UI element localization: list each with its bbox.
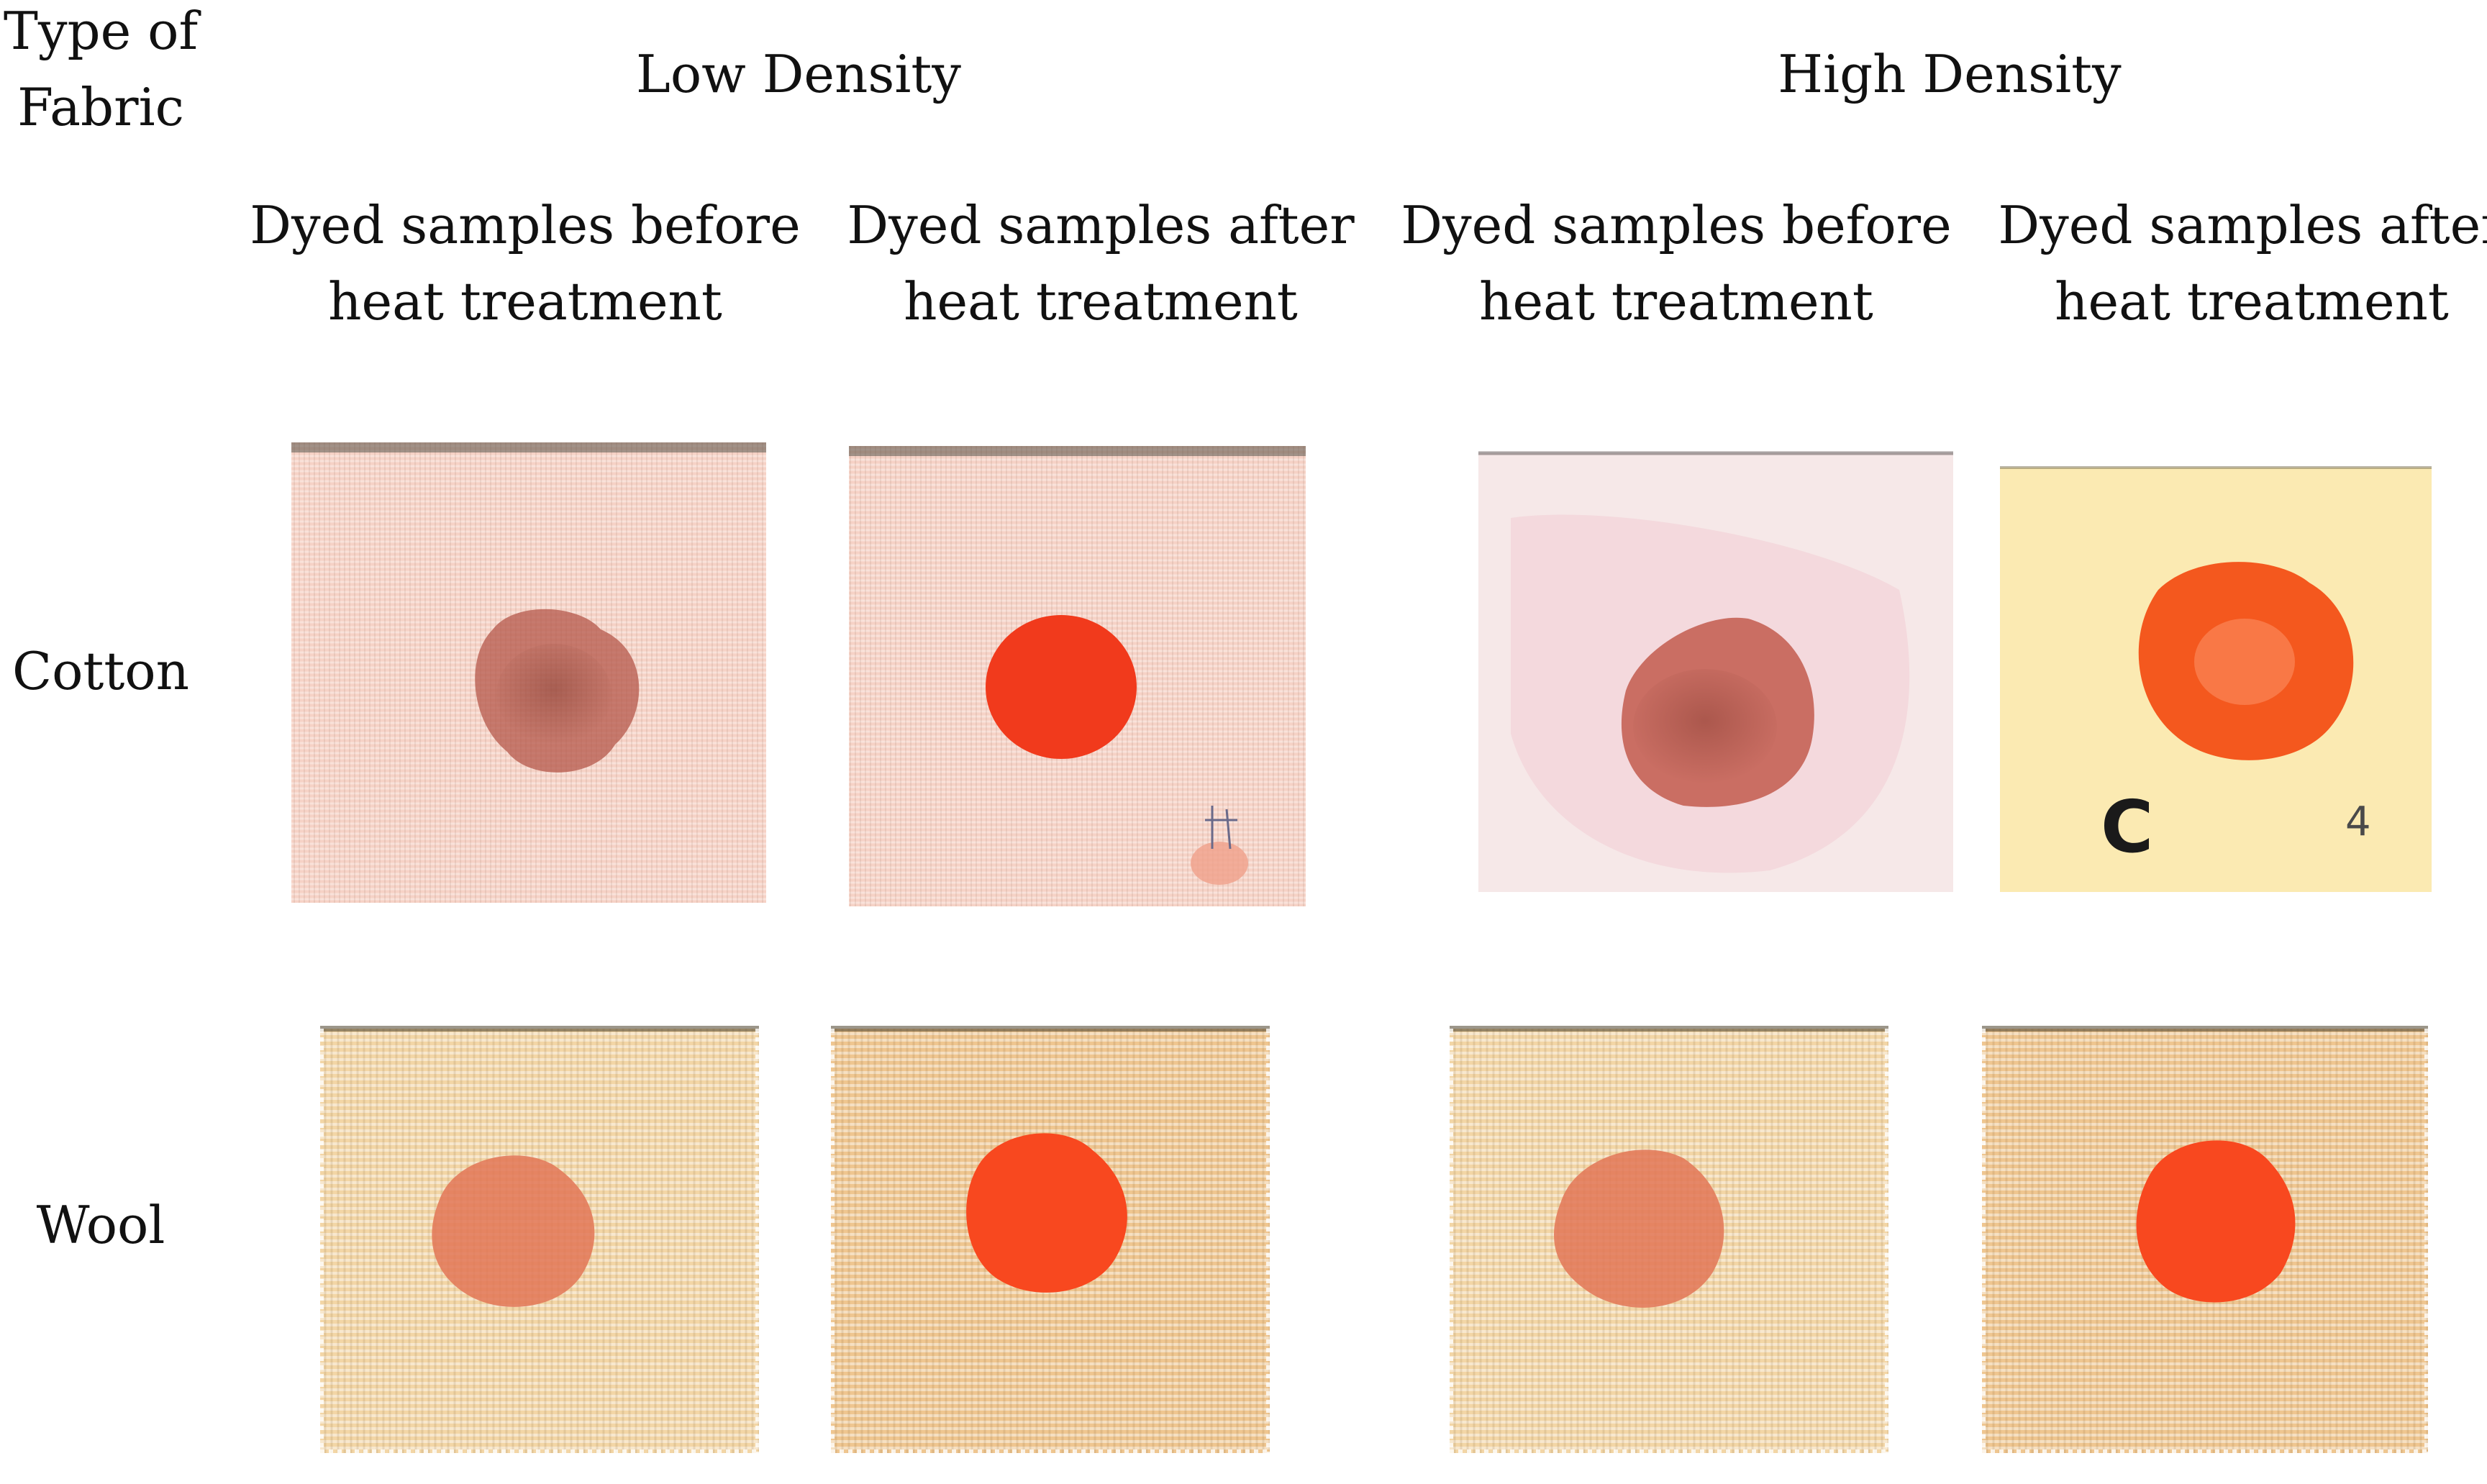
column-header-line1: Dyed samples before <box>250 195 801 255</box>
sample-wool-high-after <box>1971 985 2446 1467</box>
column-header-line2: heat treatment <box>2055 271 2449 332</box>
column-header-line1: Dyed samples before <box>1401 195 1952 255</box>
dye-spot <box>2138 562 2354 760</box>
dye-spot <box>2136 1140 2296 1303</box>
column-header-high-before: Dyed samples before heat treatment <box>1396 187 1957 340</box>
sample-cotton-high-before <box>1468 432 1968 906</box>
column-header-low-before: Dyed samples before heat treatment <box>245 187 806 340</box>
group-high-density: High Density <box>1778 44 2122 104</box>
column-header-low-after: Dyed samples after heat treatment <box>820 187 1381 340</box>
type-of-fabric-line2: Fabric <box>17 77 184 137</box>
column-header-line2: heat treatment <box>904 271 1298 332</box>
sample-cotton-low-before <box>277 414 784 921</box>
sample-wool-low-after <box>820 985 1288 1467</box>
dye-spot <box>966 1133 1127 1293</box>
row-label-cotton: Cotton <box>12 641 190 701</box>
group-low-density: Low Density <box>636 44 961 104</box>
sample-mark-letter: C <box>2101 785 2154 869</box>
column-header-line1: Dyed samples after <box>1998 195 2487 255</box>
sample-mark-number: 4 <box>2345 798 2371 845</box>
sample-wool-low-before <box>309 985 777 1467</box>
column-header-high-after: Dyed samples after heat treatment <box>1971 187 2487 340</box>
sample-wool-high-before <box>1439 985 1906 1467</box>
type-of-fabric-header: Type of Fabric <box>0 0 201 145</box>
column-header-line1: Dyed samples after <box>847 195 1355 255</box>
row-label-wool: Wool <box>36 1195 165 1255</box>
column-header-line2: heat treatment <box>1479 271 1873 332</box>
sample-cotton-high-after: C 4 <box>1993 432 2446 906</box>
column-header-line2: heat treatment <box>328 271 722 332</box>
type-of-fabric-line1: Type of <box>3 1 199 61</box>
dye-spot <box>1554 1150 1724 1308</box>
dye-spot <box>432 1155 595 1307</box>
sample-cotton-low-after <box>838 417 1342 921</box>
dye-spot <box>986 615 1137 759</box>
